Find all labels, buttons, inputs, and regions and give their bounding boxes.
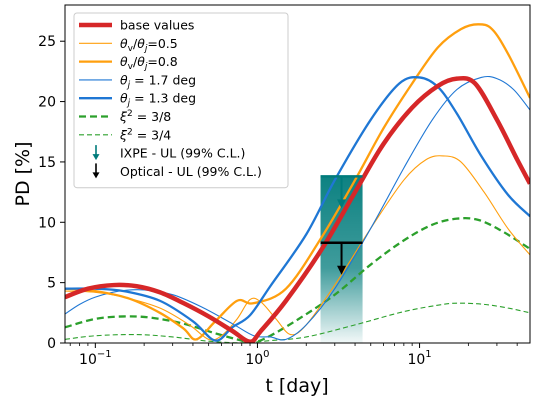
legend-arrowhead-ixpe	[92, 154, 100, 161]
legend-box	[73, 12, 289, 189]
optical-limit-arrow-head	[337, 265, 347, 275]
legend-label-ixpe: IXPE - UL (99% C.L.)	[120, 146, 245, 161]
x-tick-base: 10	[407, 352, 425, 368]
y-tick-label: 0	[47, 336, 56, 352]
ixpe-limit-arrow-head	[337, 199, 347, 209]
y-axis-label: PD [%]	[12, 141, 34, 206]
series-line-base	[65, 75, 530, 343]
x-tick-label: 10−1	[79, 349, 112, 368]
series-line-xi34	[65, 302, 530, 343]
y-axis-ticks: 0 5 10 15 20 25	[38, 34, 65, 352]
x-tick-exponent: 1	[425, 349, 431, 360]
y-tick-label: 5	[47, 276, 56, 292]
y-tick-label: 10	[38, 215, 56, 231]
series-line-r08	[65, 23, 530, 341]
x-tick-exponent: 0	[263, 349, 269, 360]
y-tick-label: 25	[38, 34, 56, 50]
x-tick-base: 10	[79, 352, 97, 368]
x-tick-base: 10	[245, 352, 263, 368]
upper-limit-markers	[320, 175, 363, 275]
x-axis-ticks: 10−1 100 101	[69, 343, 518, 368]
y-tick-label: 15	[38, 155, 56, 171]
x-tick-label: 101	[407, 349, 431, 368]
x-axis-label: t [day]	[265, 375, 328, 397]
legend-label-tj13: θj = 1.3 deg	[120, 91, 196, 109]
plot-frame	[64, 4, 531, 344]
series-line-xi38	[65, 217, 530, 343]
legend-label-base: base values	[120, 18, 194, 33]
legend-arrowhead-optical	[92, 172, 100, 179]
legend-label-xi34: ξ2 = 3/4	[119, 127, 171, 142]
legend-label-xi38: ξ2 = 3/8	[119, 109, 171, 124]
series-lines	[65, 23, 530, 343]
legend: base values θv/θj=0.5θv/θj=0.8θj = 1.7 de…	[73, 12, 289, 189]
series-line-r05	[65, 155, 530, 341]
legend-label-r05: θv/θj=0.5	[120, 36, 178, 54]
legend-label-r08: θv/θj=0.8	[120, 54, 178, 72]
x-tick-label: 100	[245, 349, 269, 368]
legend-label-tj17: θj = 1.7 deg	[120, 72, 196, 90]
x-tick-exponent: −1	[97, 349, 112, 360]
legend-label-optical: Optical - UL (99% C.L.)	[120, 164, 262, 179]
y-tick-label: 20	[38, 95, 56, 111]
series-line-tj13	[65, 75, 530, 342]
